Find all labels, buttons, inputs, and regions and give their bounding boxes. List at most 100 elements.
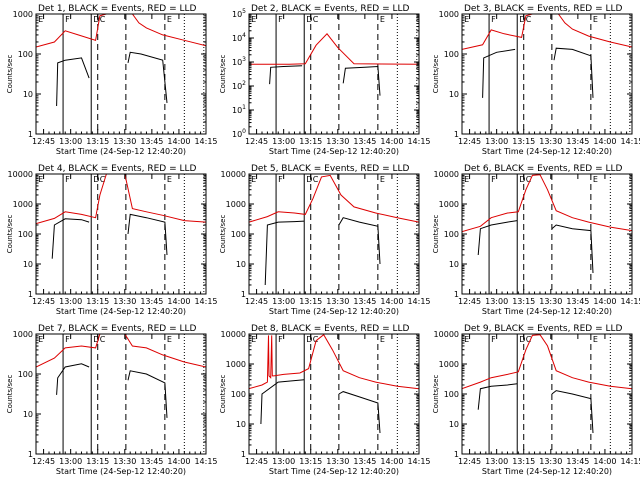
lld-series-line [462, 14, 533, 50]
marker-label: E [380, 15, 385, 24]
series-group [462, 174, 632, 274]
plot-frame [35, 13, 207, 135]
y-axis-label: Counts/sec [432, 55, 440, 94]
x-tick-label: 14:00 [593, 297, 616, 306]
x-axis: 12:45 13:00 13:15 13:30 13:45 14:00 14:15 [458, 14, 640, 146]
x-tick-label: 14:00 [593, 457, 616, 466]
events-series-line [553, 47, 594, 98]
events-series-line [338, 391, 381, 434]
plot-frame [461, 13, 633, 135]
marker-label: F [491, 335, 496, 344]
x-tick-label: 13:45 [353, 457, 376, 466]
marker-label: E [38, 15, 43, 24]
marker-label: E [167, 335, 172, 344]
marker-label: C [100, 335, 106, 344]
y-tick-label: 103 [232, 56, 246, 67]
panel-title: Det 9, BLACK = Events, RED = LLD [464, 324, 623, 334]
time-markers [62, 334, 205, 454]
series-group [36, 174, 206, 259]
x-tick-label: 14:15 [407, 457, 430, 466]
marker-label: F [491, 175, 496, 184]
marker-label: F [491, 15, 496, 24]
marker-label: E [38, 175, 43, 184]
marker-label: C [526, 175, 532, 184]
x-axis: 12:45 13:00 13:15 13:30 13:45 14:00 14:15 [245, 334, 431, 466]
y-tick-label: 1 [28, 290, 33, 299]
x-tick-label: 12:45 [32, 137, 55, 146]
lld-series-line [36, 14, 107, 48]
events-series-line [127, 370, 168, 418]
events-series-line [127, 213, 168, 256]
x-tick-label: 13:30 [326, 457, 349, 466]
marker-label: E [464, 175, 469, 184]
marker-label: C [100, 175, 106, 184]
lld-series-line [557, 14, 632, 48]
x-tick-label: 12:45 [245, 137, 268, 146]
marker-label: E [38, 335, 43, 344]
time-markers [62, 14, 205, 134]
panel-title: Det 4, BLACK = Events, RED = LLD [38, 164, 197, 174]
x-tick-label: 12:45 [458, 297, 481, 306]
marker-label: F [278, 175, 283, 184]
y-tick-label: 10 [236, 420, 246, 429]
x-axis-label: Start Time (24-Sep-12 12:40:20) [482, 467, 612, 476]
marker-label: D [519, 175, 525, 184]
lld-series-line [249, 33, 419, 65]
marker-label: D [93, 175, 99, 184]
y-tick-label: 105 [232, 8, 246, 19]
x-tick-label: 13:00 [485, 457, 508, 466]
marker-label: C [313, 175, 319, 184]
x-tick-label: 12:45 [245, 457, 268, 466]
y-tick-label: 1000 [13, 10, 33, 19]
y-tick-label: 1000 [226, 360, 246, 369]
events-series-line [477, 220, 518, 256]
y-tick-label: 104 [232, 32, 246, 43]
y-tick-label: 10000 [434, 170, 459, 179]
marker-label: E [251, 15, 256, 24]
panel-title: Det 2, BLACK = Events, RED = LLD [251, 4, 410, 14]
y-tick-label: 10000 [221, 170, 246, 179]
y-axis-label: Counts/sec [219, 215, 227, 254]
events-series-line [338, 217, 381, 265]
marker-label: E [251, 175, 256, 184]
x-tick-label: 13:45 [353, 137, 376, 146]
events-series-line [269, 65, 303, 85]
x-tick-label: 14:00 [380, 457, 403, 466]
x-axis: 12:45 13:00 13:15 13:30 13:45 14:00 14:15 [458, 174, 640, 306]
events-series-line [127, 51, 168, 103]
x-axis: 12:45 13:00 13:15 13:30 13:45 14:00 14:15 [245, 174, 431, 306]
marker-label: F [65, 175, 70, 184]
marker-label: F [65, 335, 70, 344]
x-tick-label: 13:00 [59, 297, 82, 306]
x-tick-label: 13:45 [566, 137, 589, 146]
y-tick-label: 10000 [221, 330, 246, 339]
time-markers [488, 334, 631, 454]
x-tick-label: 14:15 [620, 457, 640, 466]
x-tick-label: 13:30 [326, 297, 349, 306]
x-tick-label: 13:00 [59, 457, 82, 466]
y-tick-label: 1000 [439, 10, 459, 19]
x-tick-label: 14:15 [194, 137, 217, 146]
x-axis-label: Start Time (24-Sep-12 12:40:20) [56, 147, 186, 156]
events-series-line [264, 220, 305, 286]
y-axis: 1 10 100 1000 10000 [221, 330, 419, 459]
x-tick-label: 13:30 [539, 297, 562, 306]
x-tick-label: 14:00 [380, 297, 403, 306]
x-tick-label: 13:00 [272, 297, 295, 306]
marker-label: E [464, 335, 469, 344]
x-tick-label: 13:15 [512, 297, 535, 306]
series-group [249, 334, 419, 434]
x-tick-label: 14:15 [194, 297, 217, 306]
y-tick-label: 10 [449, 260, 459, 269]
marker-label: E [593, 175, 598, 184]
marker-label: F [278, 15, 283, 24]
x-tick-label: 13:45 [566, 297, 589, 306]
x-tick-label: 13:30 [539, 457, 562, 466]
marker-label: D [93, 335, 99, 344]
y-axis: 1 10 100 1000 10000 [434, 170, 632, 299]
y-tick-label: 1 [28, 450, 33, 459]
